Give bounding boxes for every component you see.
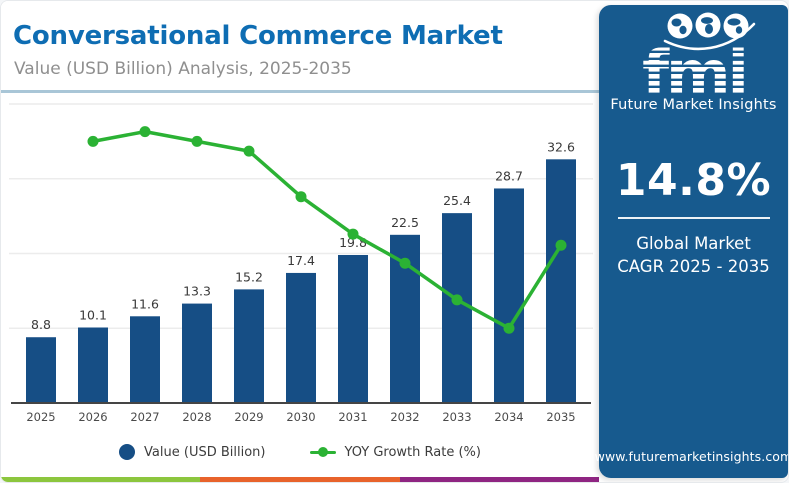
bar-label: 22.5	[391, 215, 419, 230]
bar-2030	[286, 272, 316, 403]
bar-label: 17.4	[287, 253, 315, 268]
chart-legend: Value (USD Billion) YOY Growth Rate (%)	[1, 439, 599, 465]
bar-value-labels: 8.810.111.613.315.217.419.822.525.428.73…	[31, 139, 575, 332]
x-tick-label: 2034	[494, 410, 523, 424]
market-chart: 8.810.111.613.315.217.419.822.525.428.73…	[9, 103, 593, 424]
bars	[26, 159, 576, 403]
chart-card: Conversational Commerce Market Value (US…	[1, 1, 601, 482]
x-axis-labels: 2025 2026 2027 2028 2029 2030 2031 2032 2033 2034…	[26, 410, 575, 424]
bar-label: 28.7	[495, 168, 523, 183]
cagr-label-line2: CAGR 2025 - 2035	[617, 257, 770, 277]
yoy-growth-line	[87, 126, 567, 334]
cagr-value: 14.8%	[615, 155, 772, 206]
logo-tagline: Future Market Insights	[610, 97, 777, 113]
cagr-divider	[617, 217, 770, 220]
yoy-point	[347, 228, 359, 240]
legend-item-yoy: YOY Growth Rate (%)	[309, 444, 481, 460]
yoy-point	[555, 239, 567, 251]
bar-label: 8.8	[31, 317, 51, 332]
page-subtitle: Value (USD Billion) Analysis, 2025-2035	[14, 59, 352, 79]
line-marker-dot	[317, 447, 328, 457]
bar-2033	[442, 213, 472, 403]
legend-label-yoy: YOY Growth Rate (%)	[344, 444, 481, 460]
bar-label: 25.4	[443, 193, 471, 208]
bar-2034	[494, 188, 524, 403]
bar-label: 32.6	[547, 139, 575, 154]
bar-label: 11.6	[131, 296, 159, 311]
legend-item-value: Value (USD Billion)	[119, 444, 266, 460]
bar-label: 13.3	[183, 284, 211, 299]
yoy-point	[243, 145, 255, 157]
bar-2026	[78, 327, 108, 403]
x-tick-label: 2033	[442, 410, 471, 424]
bar-2035	[546, 159, 576, 403]
x-tick-label: 2032	[390, 410, 419, 424]
x-tick-label: 2029	[234, 410, 263, 424]
footer-color-stripe	[1, 477, 599, 482]
globe-asia-icon	[723, 13, 748, 39]
bar-2028	[182, 303, 212, 403]
yoy-point	[191, 135, 203, 147]
bar-2027	[130, 316, 160, 403]
x-tick-label: 2030	[286, 410, 315, 424]
logo-swoosh	[663, 22, 755, 51]
bar-2031	[338, 254, 368, 403]
bar-2025	[26, 337, 56, 403]
x-tick-label: 2035	[546, 410, 575, 424]
page-title: Conversational Commerce Market	[13, 21, 503, 51]
yoy-point	[87, 135, 99, 147]
yoy-point	[399, 257, 411, 269]
website-link[interactable]: www.futuremarketinsights.com	[594, 449, 789, 464]
x-tick-label: 2027	[130, 410, 159, 424]
yoy-point	[139, 126, 151, 138]
x-tick-label: 2028	[182, 410, 211, 424]
x-tick-label: 2026	[78, 410, 107, 424]
legend-label-value: Value (USD Billion)	[144, 444, 266, 460]
x-tick-label: 2031	[338, 410, 367, 424]
cagr-block: 14.8% Global Market CAGR 2025 - 2035	[615, 155, 772, 279]
bar-label: 10.1	[79, 308, 107, 323]
header-divider	[1, 90, 601, 93]
fmi-logo-graphic: fmi	[642, 12, 755, 103]
stripe-purple	[399, 477, 599, 482]
stripe-green	[1, 477, 201, 482]
fmi-logo: fmi Future Market Insights	[608, 11, 780, 113]
yoy-point	[295, 191, 307, 203]
yoy-point	[503, 322, 515, 334]
yoy-point	[451, 294, 463, 306]
cagr-label-line1: Global Market	[636, 234, 751, 254]
stripe-orange	[200, 477, 400, 482]
bar-2029	[234, 289, 264, 403]
globe-icons	[667, 12, 748, 39]
bar-series-marker-icon	[119, 444, 136, 460]
logo-text: fmi	[642, 37, 746, 103]
x-tick-label: 2025	[26, 410, 55, 424]
bar-label: 15.2	[235, 269, 263, 284]
line-series-marker-icon	[309, 447, 336, 457]
globe-americas-icon	[667, 13, 692, 39]
brand-sidebar: fmi Future Market Insights 14.8% Global …	[595, 5, 788, 478]
